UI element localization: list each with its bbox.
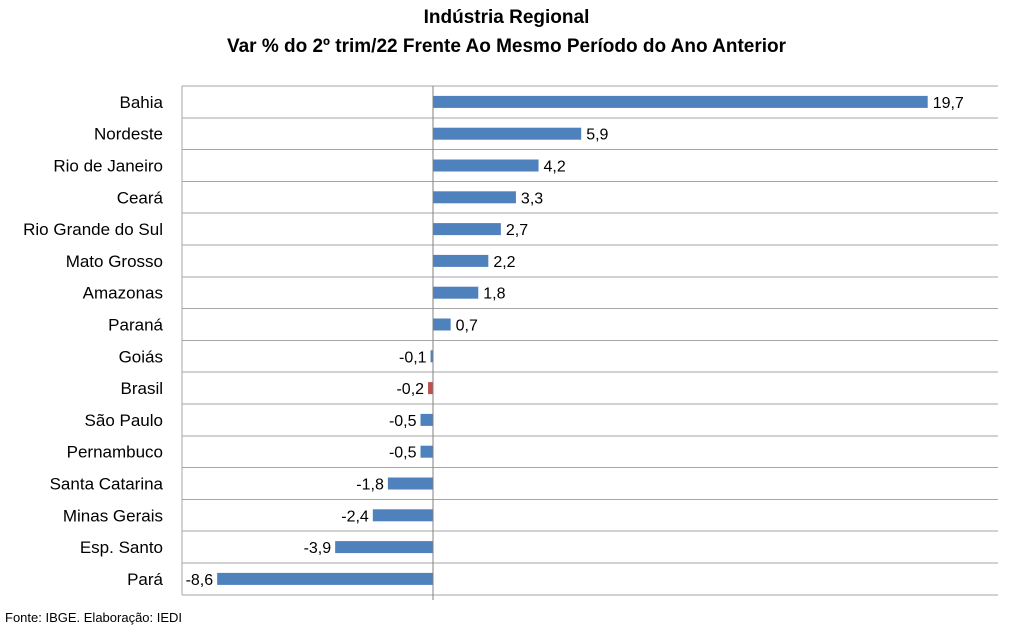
data-label: -2,4 <box>341 508 369 525</box>
data-label: 19,7 <box>933 95 964 112</box>
category-label: Goiás <box>119 347 163 366</box>
chart-subtitle: Var % do 2º trim/22 Frente Ao Mesmo Perí… <box>226 36 787 57</box>
bar <box>433 191 516 204</box>
category-label: Mato Grosso <box>66 252 163 271</box>
data-label: 2,7 <box>506 222 528 239</box>
category-label: Amazonas <box>83 284 163 303</box>
category-label: Paraná <box>108 316 163 335</box>
bar <box>433 286 479 299</box>
bar <box>433 127 582 140</box>
data-label: -0,5 <box>389 445 417 462</box>
data-label: 4,2 <box>544 159 566 176</box>
category-label: Minas Gerais <box>63 506 163 525</box>
source-note: Fonte: IBGE. Elaboração: IEDI <box>5 610 183 625</box>
category-label: São Paulo <box>85 411 163 430</box>
data-label: 3,3 <box>521 190 543 207</box>
bar <box>433 254 489 267</box>
category-label: Ceará <box>117 188 164 207</box>
data-label: 2,2 <box>493 254 515 271</box>
bar <box>430 350 434 363</box>
category-label: Nordeste <box>94 125 163 144</box>
bar <box>217 572 434 585</box>
data-label: 1,8 <box>483 286 505 303</box>
data-label: 5,9 <box>586 127 608 144</box>
bar <box>387 477 434 490</box>
category-label: Brasil <box>120 379 163 398</box>
data-label: -0,1 <box>399 349 427 366</box>
category-label: Pernambuco <box>67 443 163 462</box>
bar <box>433 223 501 236</box>
bar <box>433 95 928 108</box>
bar <box>433 318 451 331</box>
bar <box>372 509 434 522</box>
data-label: -1,8 <box>356 477 384 494</box>
chart-title: Indústria Regional <box>423 7 590 28</box>
category-label: Rio de Janeiro <box>53 157 163 176</box>
bar <box>428 382 434 395</box>
bar <box>433 159 539 172</box>
bar <box>335 541 434 554</box>
data-label: -3,9 <box>304 540 332 557</box>
category-label: Rio Grande do Sul <box>23 220 163 239</box>
category-label: Santa Catarina <box>50 475 164 494</box>
bar <box>420 413 434 426</box>
category-label: Pará <box>127 570 163 589</box>
data-label: -0,2 <box>396 381 424 398</box>
category-label: Esp. Santo <box>80 538 163 557</box>
data-label: -0,5 <box>389 413 417 430</box>
category-label: Bahia <box>120 93 164 112</box>
bar <box>420 445 434 458</box>
data-label: -8,6 <box>186 572 214 589</box>
data-label: 0,7 <box>456 318 478 335</box>
